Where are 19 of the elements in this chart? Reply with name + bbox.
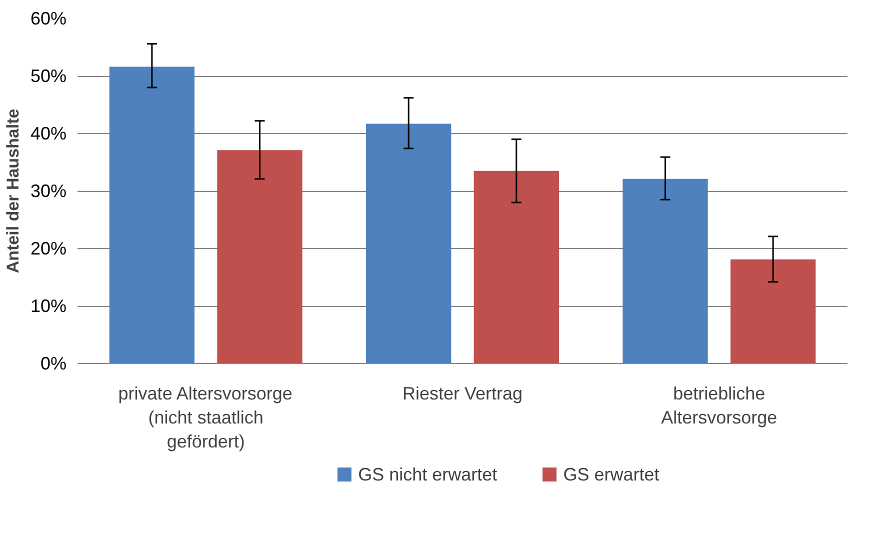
x-tick-label: private Altersvorsorge (nicht staatlich gefördert) — [118, 384, 292, 452]
x-tick-label: Riester Vertrag — [402, 384, 523, 404]
y-tick-label: 10% — [30, 296, 67, 316]
bar — [217, 150, 302, 364]
y-tick-label: 40% — [30, 124, 67, 144]
bar — [474, 170, 559, 364]
y-axis-title: Anteil der Haushalte — [3, 108, 22, 274]
bar — [730, 259, 816, 364]
x-tick-label: betriebliche Altersvorsorge — [661, 384, 778, 428]
y-tick-label: 30% — [30, 181, 67, 201]
bar — [109, 66, 195, 364]
bar — [622, 178, 708, 364]
y-tick-label: 20% — [30, 238, 67, 258]
legend-label: GS erwartet — [563, 464, 660, 484]
legend-label: GS nicht erwartet — [358, 464, 498, 484]
bar — [366, 124, 452, 364]
y-tick-label: 0% — [40, 354, 66, 374]
y-tick-label: 50% — [30, 66, 67, 86]
y-tick-label: 60% — [30, 8, 67, 28]
